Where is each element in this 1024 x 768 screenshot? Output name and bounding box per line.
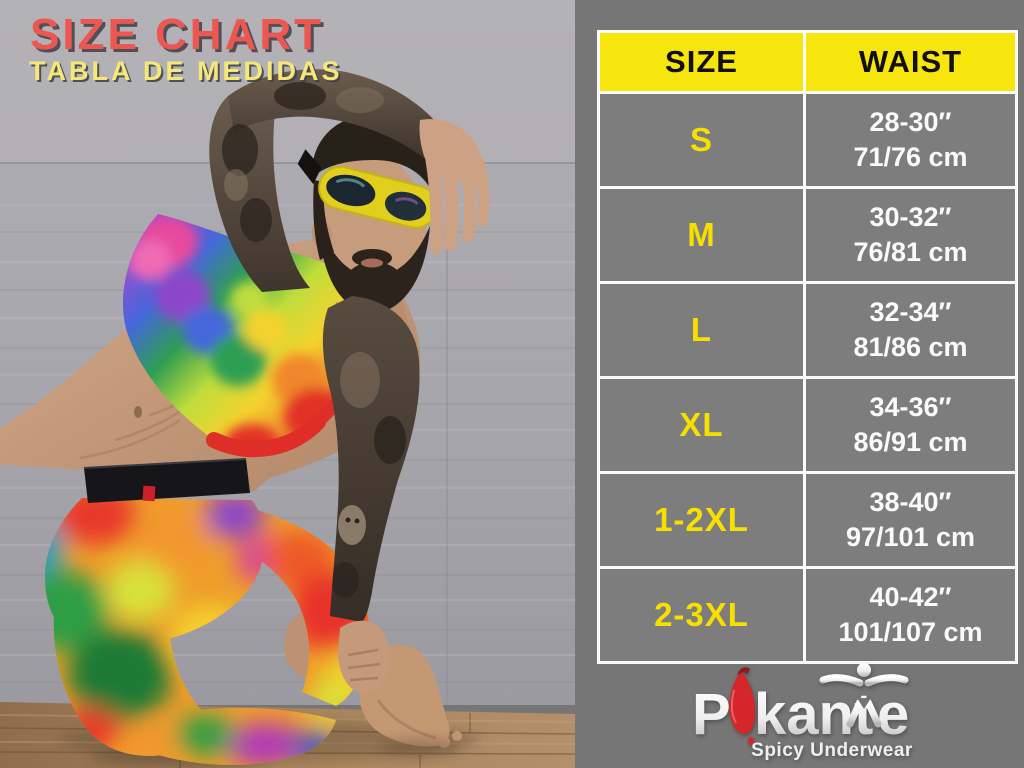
tattoo-sleeve-arm [322,296,420,693]
model-photo-illustration [0,0,575,768]
waist-inches: 34-36″ [869,391,952,422]
waist-cell: 38-40″ 97/101 cm [806,474,1015,566]
waist-inches: 38-40″ [869,486,952,517]
size-cell: L [600,284,803,376]
page-title: SIZE CHART [30,10,324,59]
column-header-size: SIZE [600,33,803,91]
waist-inches: 30-32″ [869,201,952,232]
waist-cm: 81/86 cm [853,332,968,362]
model-hand [338,620,390,693]
size-cell: 2-3XL [600,569,803,661]
table-row: L 32-34″ 81/86 cm [600,284,1015,376]
model-figure [0,69,490,768]
size-cell: S [600,94,803,186]
size-cell: M [600,189,803,281]
table-header-row: SIZE WAIST [600,33,1015,91]
waist-inches: 40-42″ [869,581,952,612]
waistband-logo-tag [142,485,156,502]
man-figure-icon [819,663,909,728]
table-row: 2-3XL 40-42″ 101/107 cm [600,569,1015,661]
chili-pepper-icon [729,667,756,745]
logo-letter-p: P [692,682,731,747]
waist-cell: 40-42″ 101/107 cm [806,569,1015,661]
brand-logo: P kan t e Spicy Underwear [690,660,926,763]
waistband [83,458,250,503]
waist-cm: 97/101 cm [845,522,976,552]
table-row: M 30-32″ 76/81 cm [600,189,1015,281]
table-row: 1-2XL 38-40″ 97/101 cm [600,474,1015,566]
page-subtitle: TABLA DE MEDIDAS [29,56,343,86]
waist-cm: 86/91 cm [853,427,968,457]
waist-cell: 34-36″ 86/91 cm [806,379,1015,471]
waist-inches: 32-34″ [869,296,952,327]
waist-cm: 101/107 cm [838,617,983,647]
logo-letter-e: e [877,682,909,747]
size-table: SIZE WAIST S 28-30″ 71/76 cm M 30-32″ 76… [597,30,1018,664]
size-cell: XL [600,379,803,471]
table-row: XL 34-36″ 86/91 cm [600,379,1015,471]
waist-inches: 28-30″ [869,106,952,137]
raised-tattooed-arm [209,69,490,292]
waist-cell: 28-30″ 71/76 cm [806,94,1015,186]
waist-cell: 32-34″ 81/86 cm [806,284,1015,376]
logo-letters-kan: kan [754,682,854,747]
model-photo: SIZE CHART TABLA DE MEDIDAS [0,0,575,768]
logo-tagline: Spicy Underwear [751,740,913,761]
waist-cm: 76/81 cm [853,237,968,267]
table-row: S 28-30″ 71/76 cm [600,94,1015,186]
size-cell: 1-2XL [600,474,803,566]
waist-cm: 71/76 cm [853,142,968,172]
column-header-waist: WAIST [806,33,1015,91]
waist-cell: 30-32″ 76/81 cm [806,189,1015,281]
